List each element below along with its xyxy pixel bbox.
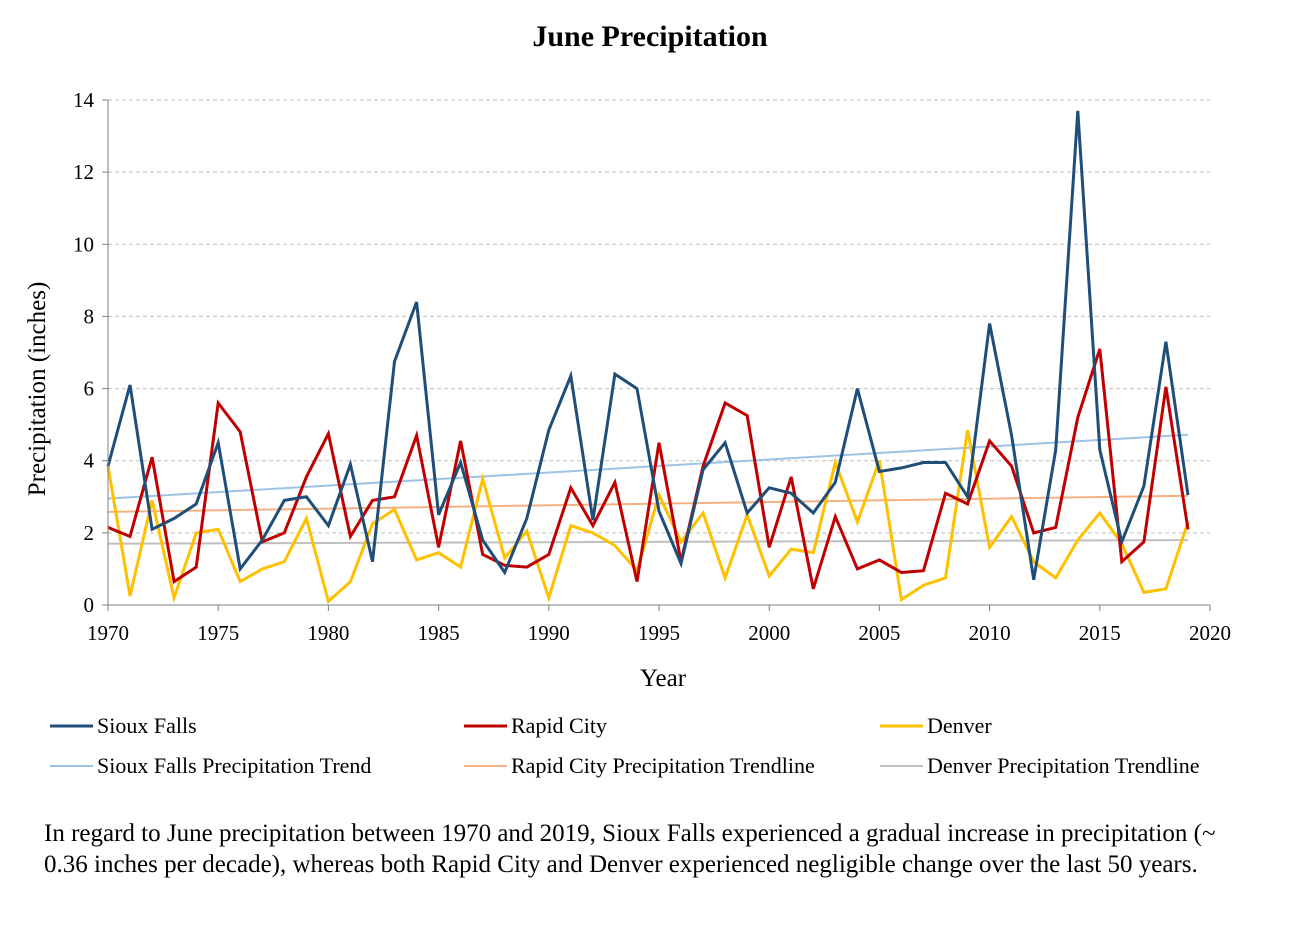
x-tick-label-1985: 1985 (418, 621, 460, 645)
legend: Sioux Falls Rapid City Denver Sioux Falls P… (50, 713, 1200, 778)
y-tick-label-6: 6 (84, 377, 95, 401)
trendline-denver-precipitation-trendline (107, 539, 1188, 545)
legend-label-sioux-falls: Sioux Falls (97, 713, 197, 738)
y-tick-label-10: 10 (73, 232, 94, 256)
x-tick-label-1990: 1990 (528, 621, 570, 645)
y-tick-label-4: 4 (84, 449, 95, 473)
x-tick-label-1995: 1995 (638, 621, 680, 645)
x-tick-label-2005: 2005 (858, 621, 900, 645)
series-line-denver (106, 429, 1190, 605)
x-tick-label-2010: 2010 (969, 621, 1011, 645)
x-tick-label-2000: 2000 (748, 621, 790, 645)
y-tick-label-2: 2 (84, 521, 95, 545)
x-tick-label-1980: 1980 (307, 621, 349, 645)
legend-label-rapid-city: Rapid City (511, 713, 607, 738)
y-tick-label-12: 12 (73, 160, 94, 184)
x-axis-label: Year (640, 665, 687, 692)
y-axis-label: Precipitation (inches) (24, 282, 51, 497)
data-series (106, 110, 1190, 605)
y-tick-label-8: 8 (84, 304, 95, 328)
series-line-rapid-city (107, 348, 1190, 590)
chart-caption: In regard to June precipitation between … (44, 820, 1216, 878)
axes (102, 99, 1211, 611)
x-tick-label-2020: 2020 (1189, 621, 1231, 645)
trendline-sioux-falls-precipitation-trend (107, 433, 1189, 500)
x-tick-label-1970: 1970 (87, 621, 129, 645)
legend-label-denver: Denver (927, 713, 992, 738)
y-tick-label-0: 0 (84, 593, 95, 617)
legend-label-rapid-city-precipitation-trendline: Rapid City Precipitation Trendline (511, 753, 815, 778)
x-tick-label-2015: 2015 (1079, 621, 1121, 645)
tick-labels: 0 2 4 6 8 10 12 14 1970 1975 1980 1985 1990 1995 2000 2… (73, 88, 1231, 645)
precipitation-chart: June Precipitation 0 2 4 6 8 10 12 14 1970 1975 19… (24, 20, 1231, 778)
y-tick-label-14: 14 (73, 88, 95, 112)
legend-label-sioux-falls-precipitation-trend: Sioux Falls Precipitation Trend (97, 753, 371, 778)
x-tick-label-1975: 1975 (197, 621, 239, 645)
gridlines (108, 99, 1210, 534)
legend-label-denver-precipitation-trendline: Denver Precipitation Trendline (927, 753, 1200, 778)
chart-title: June Precipitation (532, 20, 768, 53)
series-line-sioux-falls (106, 110, 1190, 581)
